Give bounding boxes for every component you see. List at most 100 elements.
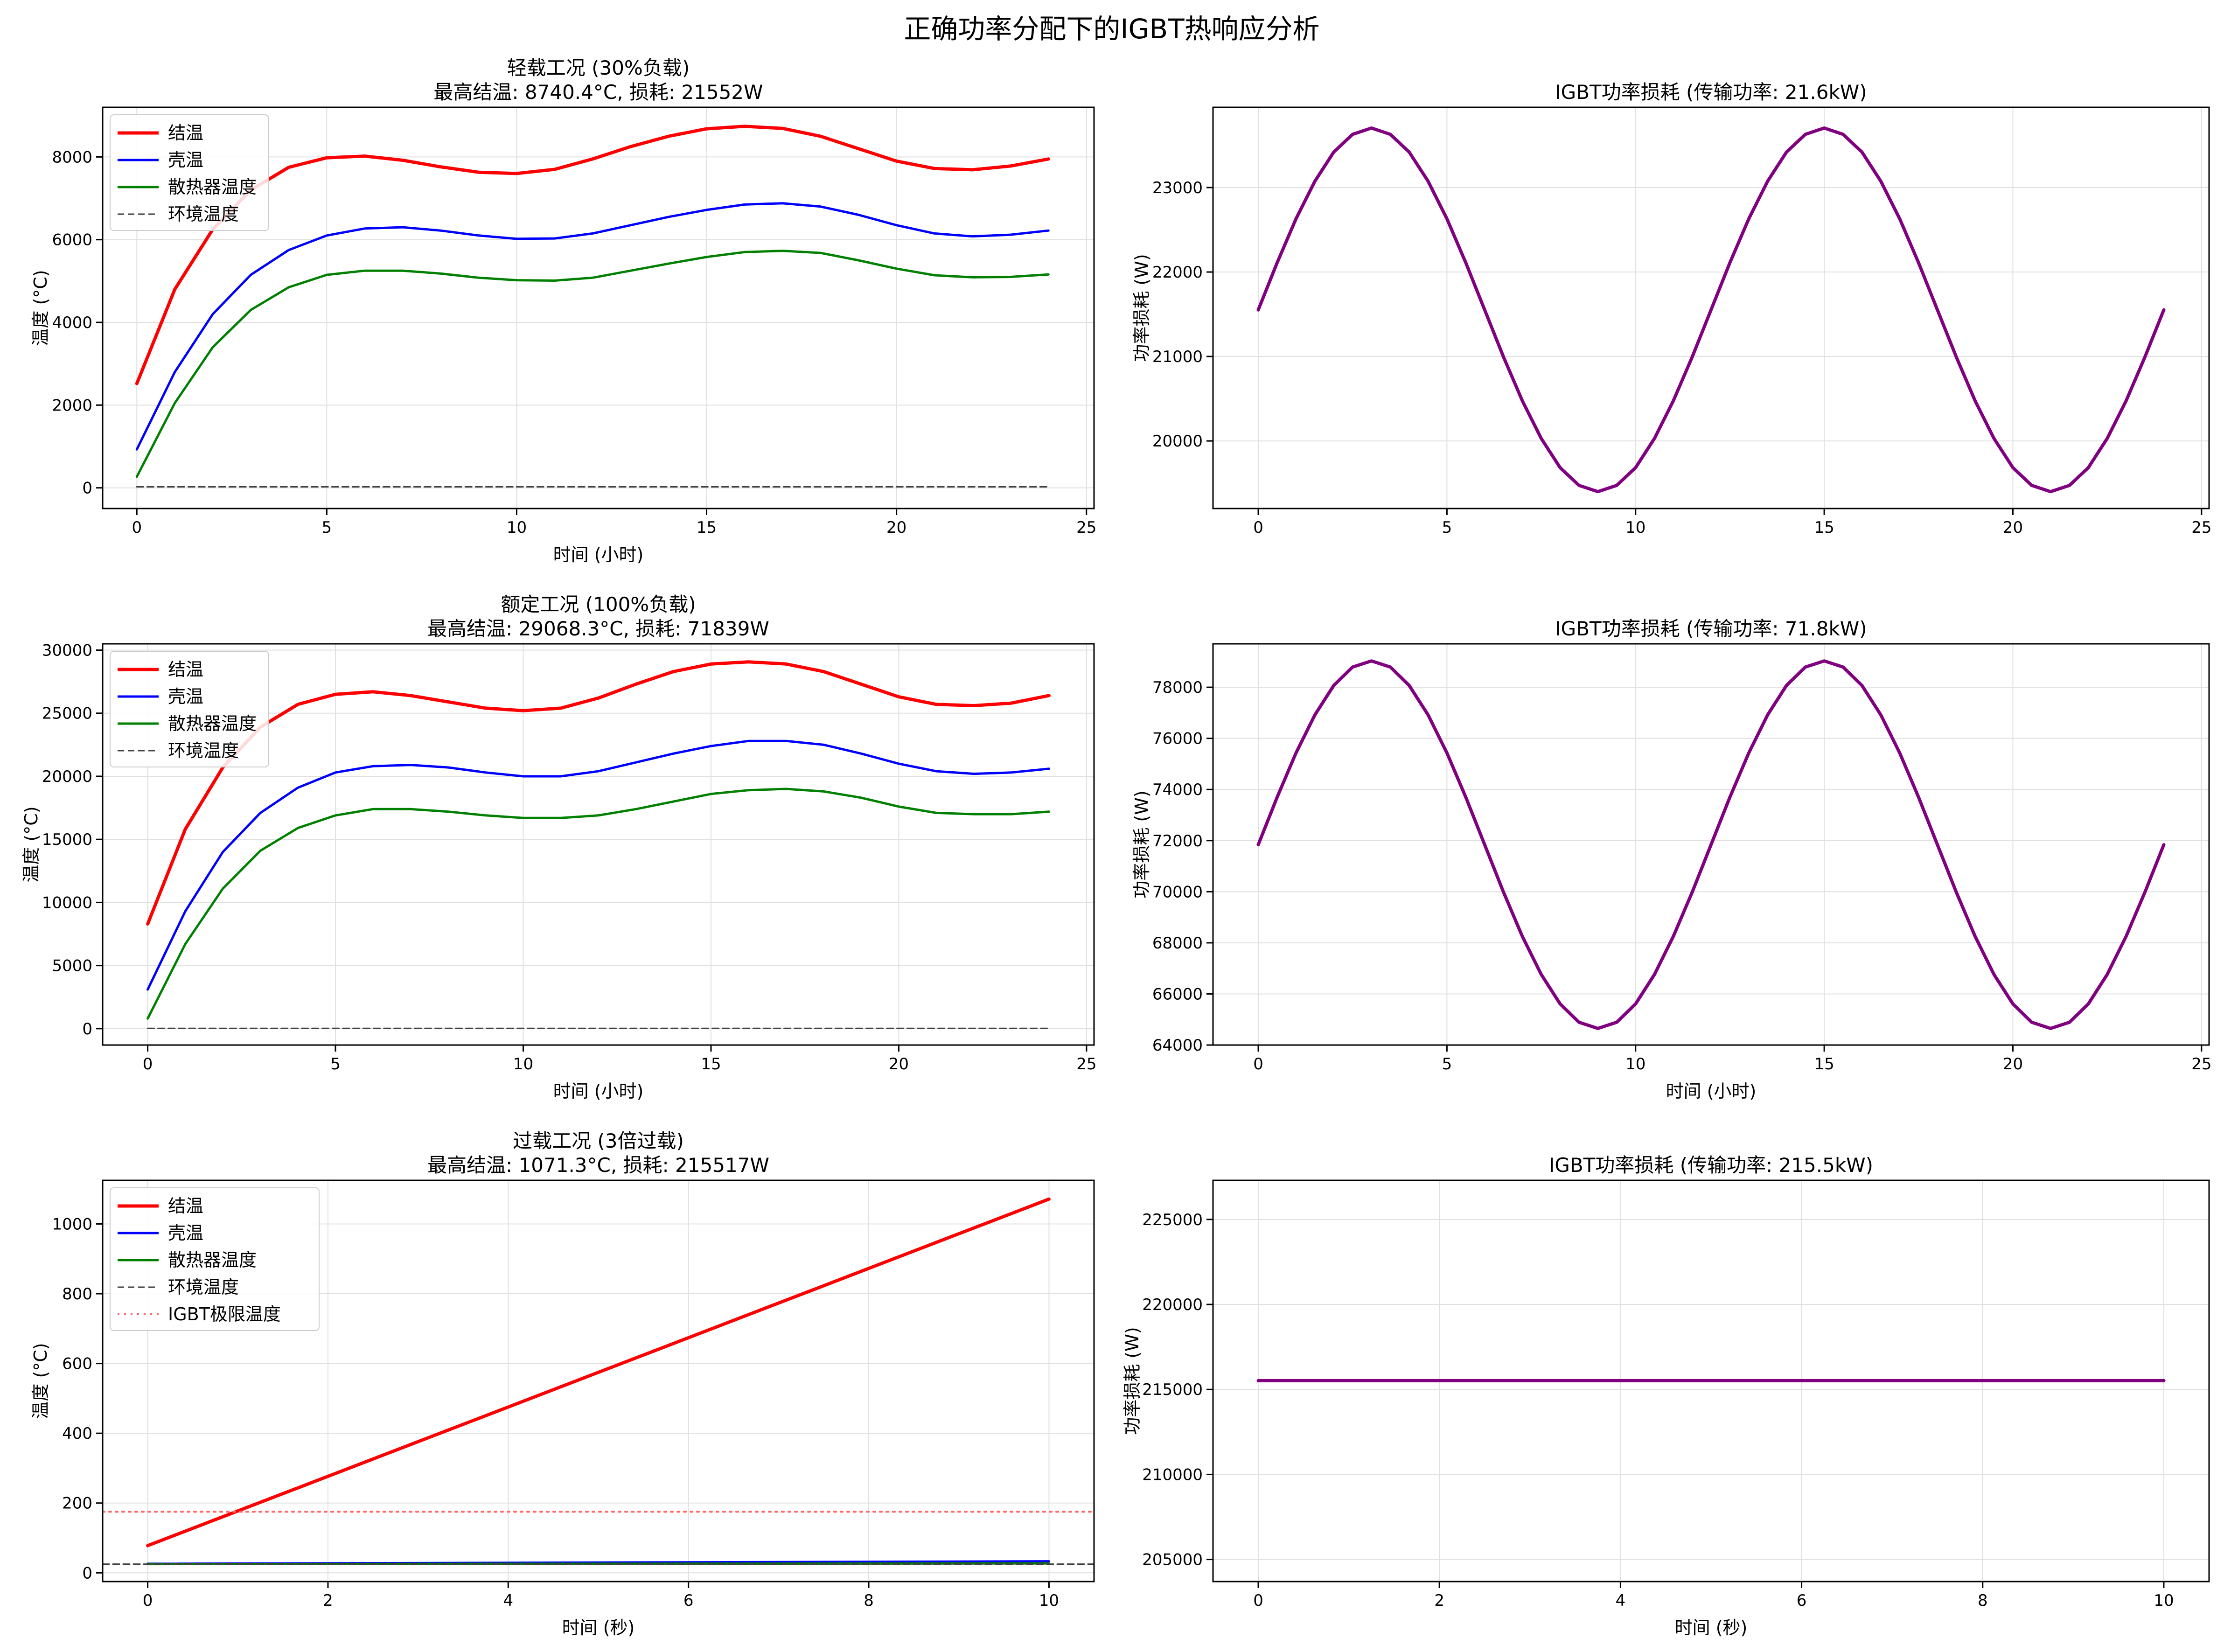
legend-label: 结温: [168, 659, 203, 680]
x-tick-label: 2: [323, 1591, 333, 1610]
y-axis-label: 功率损耗 (W): [1122, 1327, 1143, 1435]
x-tick-label: 10: [507, 518, 527, 537]
x-tick-label: 0: [143, 1055, 153, 1073]
x-tick-label: 6: [683, 1591, 694, 1610]
legend-label: 环境温度: [168, 740, 239, 761]
series-line-1: [135, 125, 1050, 385]
y-tick-label: 78000: [1152, 678, 1203, 697]
x-tick-label: 15: [1814, 1055, 1834, 1073]
x-tick-label: 0: [132, 518, 142, 537]
series-line-3: [135, 250, 1050, 478]
x-tick-label: 0: [1253, 518, 1263, 537]
y-tick-label: 21000: [1152, 348, 1203, 366]
y-tick-label: 200: [62, 1494, 92, 1513]
series-line-2: [146, 739, 1050, 991]
x-tick-label: 6: [1797, 1591, 1807, 1610]
x-tick-label: 25: [1076, 1055, 1096, 1073]
y-tick-label: 64000: [1152, 1036, 1203, 1055]
y-tick-label: 6000: [52, 231, 92, 250]
y-tick-label: 10000: [42, 893, 92, 912]
legend-label: 壳温: [168, 686, 203, 707]
chart-title-line-1: IGBT功率损耗 (传输功率: 71.8kW): [1555, 617, 1867, 640]
subplot-2: 0 5 10 15 20 25 20000 21000 22000 23000 功率损耗 (W) IG…: [1131, 81, 2211, 537]
x-tick-label: 5: [1442, 518, 1452, 537]
y-tick-label: 1000: [52, 1215, 92, 1234]
y-tick-label: 5000: [52, 957, 92, 976]
y-tick-label: 70000: [1152, 883, 1203, 901]
series-group: [146, 660, 1051, 1029]
y-tick-label: 76000: [1152, 730, 1203, 748]
series-group: [1256, 126, 2166, 494]
chart-title-line-2: 最高结温: 8740.4°C, 损耗: 21552W: [433, 81, 763, 104]
y-tick-label: 66000: [1152, 985, 1203, 1004]
x-tick-label: 8: [1978, 1591, 1988, 1610]
x-axis-label: 时间 (秒): [1675, 1617, 1748, 1638]
axes-frame: [1212, 106, 2210, 509]
x-tick-label: 10: [1625, 1055, 1645, 1073]
legend-label: 环境温度: [168, 204, 239, 224]
series-line-1: [146, 1197, 1051, 1547]
y-tick-label: 220000: [1142, 1296, 1203, 1314]
axes-frame: [102, 1179, 1095, 1582]
x-tick-label: 15: [697, 518, 717, 537]
subplot-4: 0 5 10 15 20 25 64000 66000 68000 70000 72000 74000…: [1131, 617, 2211, 1101]
chart-title-line-1: IGBT功率损耗 (传输功率: 215.5kW): [1549, 1154, 1873, 1177]
y-tick-label: 0: [82, 1564, 92, 1582]
series-line-2: [135, 202, 1050, 451]
chart-title-line-2: 最高结温: 1071.3°C, 损耗: 215517W: [427, 1154, 769, 1177]
legend-box: [110, 1187, 320, 1331]
subplot-3: 0 5 10 15 20 25 0 5000 10000 15000 20000 25000 30000…: [21, 593, 1097, 1101]
subplot-5: 0 2 4 6 8 10 0 200 400 600 800 1000 时间 (秒) 温度 (°C) 过载工…: [30, 1129, 1095, 1638]
x-tick-label: 5: [1442, 1055, 1452, 1073]
figure-suptitle: 正确功率分配下的IGBT热响应分析: [904, 13, 1319, 45]
y-tick-label: 0: [82, 479, 92, 498]
x-tick-label: 5: [322, 518, 332, 537]
x-tick-label: 10: [513, 1055, 533, 1073]
legend-label: 结温: [168, 123, 203, 143]
axes-frame: [1212, 643, 2210, 1046]
y-tick-label: 20000: [1152, 432, 1203, 451]
x-tick-label: 25: [1076, 518, 1096, 537]
x-tick-label: 20: [2003, 1055, 2023, 1073]
legend-label: 散热器温度: [168, 177, 257, 197]
subplot-1: 0 5 10 15 20 25 0 2000 4000 6000 8000 时间 (小时) 温度 (°C…: [30, 56, 1096, 565]
y-tick-label: 4000: [52, 314, 92, 332]
y-tick-label: 215000: [1142, 1380, 1203, 1399]
y-tick-label: 400: [62, 1424, 92, 1443]
y-tick-label: 205000: [1142, 1551, 1203, 1569]
y-axis-label: 温度 (°C): [30, 1343, 51, 1419]
x-tick-label: 0: [1253, 1055, 1263, 1073]
series-line-1: [1256, 659, 2166, 1030]
x-tick-label: 25: [2191, 518, 2211, 537]
legend-label: IGBT极限温度: [168, 1304, 281, 1324]
y-tick-label: 210000: [1142, 1465, 1203, 1484]
series-group: [1256, 659, 2166, 1030]
x-tick-label: 20: [889, 1055, 909, 1073]
x-axis-label: 时间 (小时): [553, 1081, 644, 1101]
chart-title-line-1: 过载工况 (3倍过载): [513, 1129, 684, 1152]
axes-frame: [1212, 1179, 2210, 1582]
x-tick-label: 15: [1814, 518, 1834, 537]
series-line-3: [146, 788, 1050, 1020]
x-axis-label: 时间 (小时): [1666, 1081, 1757, 1101]
series-group: [103, 1197, 1094, 1566]
x-tick-label: 20: [2003, 518, 2023, 537]
x-tick-label: 0: [143, 1591, 153, 1610]
legend-label: 壳温: [168, 1223, 203, 1243]
y-tick-label: 22000: [1152, 263, 1203, 282]
axes-frame: [102, 106, 1095, 509]
x-tick-label: 4: [1616, 1591, 1626, 1610]
chart-title-line-1: IGBT功率损耗 (传输功率: 21.6kW): [1555, 81, 1867, 104]
x-tick-label: 25: [2191, 1055, 2211, 1073]
y-axis-label: 功率损耗 (W): [1131, 254, 1152, 362]
x-tick-label: 10: [1625, 518, 1645, 537]
y-axis-label: 温度 (°C): [21, 806, 42, 882]
legend-box: [110, 651, 269, 767]
x-tick-label: 8: [864, 1591, 874, 1610]
y-tick-label: 2000: [52, 396, 92, 415]
y-tick-label: 23000: [1152, 179, 1203, 197]
legend-label: 散热器温度: [168, 1250, 257, 1270]
y-tick-label: 74000: [1152, 781, 1203, 799]
